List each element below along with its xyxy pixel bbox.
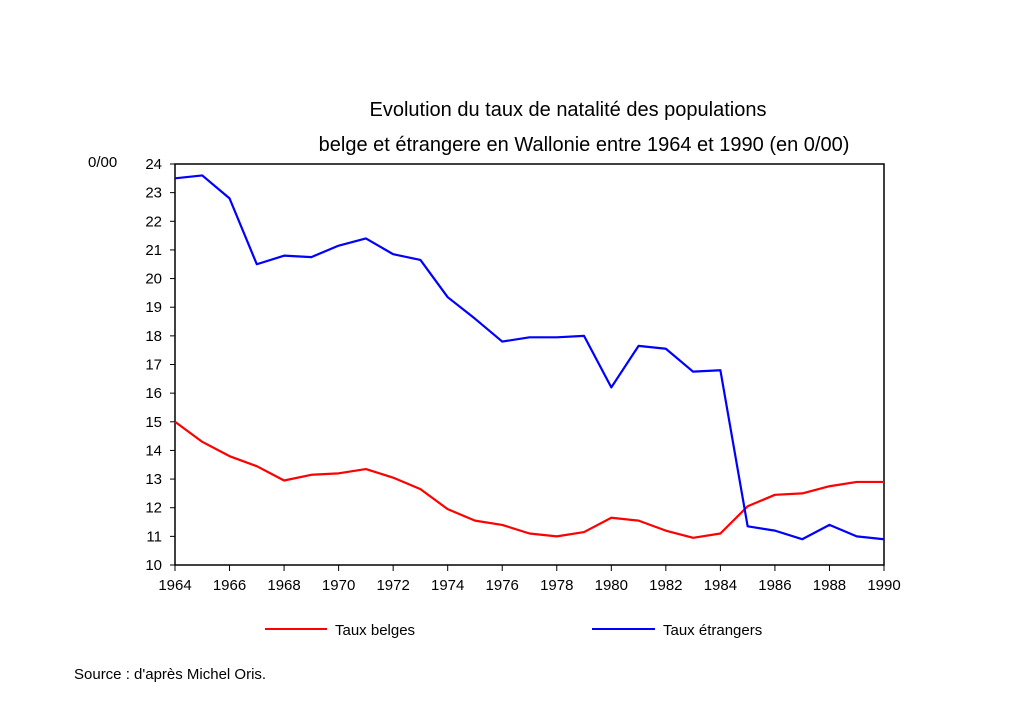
chart-title-line-2: belge et étrangere en Wallonie entre 196…	[319, 134, 850, 156]
y-tick-label: 21	[145, 242, 162, 259]
legend-label-taux-etrangers: Taux étrangers	[663, 622, 762, 639]
legend-label-taux-belges: Taux belges	[335, 622, 415, 639]
y-tick-label: 12	[145, 500, 162, 517]
y-tick-label: 14	[145, 442, 162, 459]
x-tick-label: 1990	[867, 577, 900, 594]
series-lines	[174, 174, 885, 541]
x-tick-label: 1966	[213, 577, 246, 594]
series-line-taux-belges	[174, 420, 884, 539]
y-tick-label: 23	[145, 185, 162, 202]
y-tick-label: 15	[145, 414, 162, 431]
y-axis-label: 0/00	[88, 154, 117, 171]
source-note: Source : d'après Michel Oris.	[74, 666, 266, 683]
y-tick-label: 18	[145, 328, 162, 345]
x-tick-label: 1980	[595, 577, 628, 594]
y-tick-label: 10	[145, 557, 162, 574]
chart-title-line-1: Evolution du taux de natalité des popula…	[370, 99, 767, 121]
y-tick-label: 13	[145, 471, 162, 488]
y-tick-label: 17	[145, 357, 162, 374]
plot-area	[174, 163, 885, 566]
y-tick-label: 19	[145, 299, 162, 316]
y-tick-label: 16	[145, 385, 162, 402]
series-line-taux-etrangers	[174, 174, 885, 541]
x-tick-label: 1970	[322, 577, 355, 594]
x-tick-label: 1978	[540, 577, 573, 594]
x-tick-label: 1968	[267, 577, 300, 594]
x-tick-label: 1982	[649, 577, 682, 594]
y-tick-label: 22	[145, 213, 162, 230]
x-tick-label: 1984	[704, 577, 737, 594]
x-tick-label: 1972	[376, 577, 409, 594]
x-tick-label: 1974	[431, 577, 464, 594]
legend: Taux belges Taux étrangers	[265, 622, 762, 639]
y-axis: 10 11 12 13 14 15 16 17 18 19 20 21 22 23 24	[145, 156, 175, 574]
x-tick-label: 1964	[158, 577, 191, 594]
x-axis: 1964 1966 1968 1970 1972 1974 1976 1978 1980 1982…	[158, 565, 901, 594]
y-tick-label: 24	[145, 156, 162, 173]
x-tick-label: 1976	[486, 577, 519, 594]
x-tick-label: 1988	[813, 577, 846, 594]
x-tick-label: 1986	[758, 577, 791, 594]
y-tick-label: 11	[146, 528, 162, 545]
y-tick-label: 20	[145, 271, 162, 288]
